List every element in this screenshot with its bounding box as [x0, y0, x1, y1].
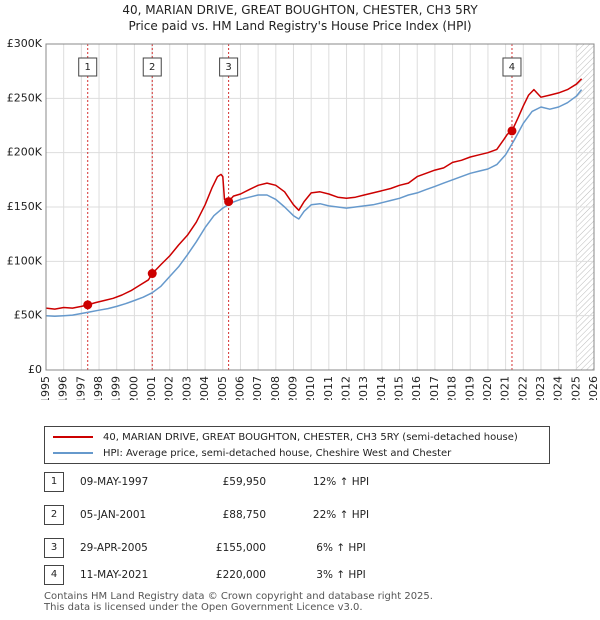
transaction-hpi: 22% ↑ HPI — [312, 509, 370, 521]
x-tick-label: 2020 — [481, 376, 494, 400]
transaction-hpi: 3% ↑ HPI — [316, 569, 366, 581]
transaction-row: 2 05-JAN-2001 £88,750 22% ↑ HPI — [0, 505, 600, 525]
x-tick-label: 2014 — [375, 376, 388, 400]
x-tick-label: 2009 — [286, 376, 299, 400]
sale-marker-box — [502, 57, 522, 77]
x-tick-label: 2019 — [463, 376, 476, 400]
transaction-number: 1 — [44, 472, 64, 492]
x-tick-label: 2002 — [163, 376, 176, 400]
price-chart: 1 2 3 4 1995 1996 1997 1998 1999 2000 2001 2002 200… — [7, 37, 600, 400]
transaction-number: 3 — [44, 538, 64, 558]
x-tick-label: 2017 — [428, 376, 441, 400]
x-tick-label: 2012 — [340, 376, 353, 400]
x-tick-label: 2004 — [198, 376, 211, 400]
y-tick-label: £300K — [7, 37, 43, 50]
transaction-hpi: 6% ↑ HPI — [316, 542, 366, 554]
x-tick-label: 2008 — [269, 376, 282, 400]
sale-marker-box — [142, 57, 162, 77]
legend-item-hpi: HPI: Average price, semi-detached house,… — [53, 445, 451, 461]
x-tick-label: 2003 — [180, 376, 193, 400]
transaction-date: 09-MAY-1997 — [80, 476, 149, 488]
x-tick-label: 2007 — [251, 376, 264, 400]
chart-subtitle: Price paid vs. HM Land Registry's House … — [128, 19, 472, 33]
chart-title: 40, MARIAN DRIVE, GREAT BOUGHTON, CHESTE… — [122, 3, 478, 17]
sale-point — [224, 197, 234, 207]
x-tick-label: 2025 — [569, 376, 582, 400]
y-tick-label: £150K — [7, 200, 43, 213]
transaction-date: 05-JAN-2001 — [80, 509, 147, 521]
hpi-line — [45, 89, 583, 317]
transaction-date: 11-MAY-2021 — [80, 569, 149, 581]
transaction-hpi: 12% ↑ HPI — [312, 476, 370, 488]
sale-marker-box — [78, 57, 98, 77]
x-tick-label: 2011 — [322, 376, 335, 400]
x-tick-label: 2018 — [446, 376, 459, 400]
x-tick-label: 2013 — [357, 376, 370, 400]
sale-point — [83, 300, 93, 310]
x-tick-label: 2015 — [393, 376, 406, 400]
x-tick-label: 2022 — [516, 376, 529, 400]
y-tick-label: £50K — [14, 309, 43, 322]
transaction-row: 1 09-MAY-1997 £59,950 12% ↑ HPI — [0, 472, 600, 492]
transaction-price: £155,000 — [215, 542, 266, 554]
sale-point — [147, 269, 157, 279]
transaction-price: £220,000 — [215, 569, 266, 581]
x-tick-label: 1997 — [74, 376, 87, 400]
transaction-date: 29-APR-2005 — [80, 542, 148, 554]
transaction-price: £59,950 — [222, 476, 266, 488]
x-tick-label: 1999 — [110, 376, 123, 400]
transaction-number: 2 — [44, 505, 64, 525]
sale-marker-label: 4 — [509, 62, 515, 73]
legend-item-property: 40, MARIAN DRIVE, GREAT BOUGHTON, CHESTE… — [53, 429, 518, 445]
x-tick-label: 2023 — [534, 376, 547, 400]
x-tick-label: 2010 — [304, 376, 317, 400]
x-tick-label: 2021 — [499, 376, 512, 400]
legend-swatch-property — [53, 436, 93, 438]
sale-marker-label: 3 — [225, 62, 231, 73]
x-tick-label: 1998 — [92, 376, 105, 400]
x-tick-label: 2016 — [410, 376, 423, 400]
footer-licence: This data is licensed under the Open Gov… — [44, 602, 363, 613]
legend-label-property: 40, MARIAN DRIVE, GREAT BOUGHTON, CHESTE… — [103, 431, 518, 443]
legend-label-hpi: HPI: Average price, semi-detached house,… — [103, 447, 452, 459]
y-tick-label: £200K — [7, 146, 43, 159]
y-tick-label: £250K — [7, 91, 43, 104]
transaction-row: 4 11-MAY-2021 £220,000 3% ↑ HPI — [0, 565, 600, 585]
transaction-number: 4 — [44, 565, 64, 585]
x-tick-label: 2024 — [552, 376, 565, 400]
y-tick-label: £100K — [7, 254, 43, 267]
sale-marker-label: 1 — [85, 62, 91, 73]
x-tick-label: 2005 — [216, 376, 229, 400]
transaction-row: 3 29-APR-2005 £155,000 6% ↑ HPI — [0, 538, 600, 558]
footer-copyright: Contains HM Land Registry data © Crown c… — [44, 591, 433, 602]
x-tick-label: 2001 — [145, 376, 158, 400]
sale-marker-label: 2 — [149, 62, 155, 73]
x-tick-label: 2026 — [587, 376, 600, 400]
x-tick-label: 2000 — [127, 376, 140, 400]
sale-marker-box — [219, 57, 239, 77]
legend: 40, MARIAN DRIVE, GREAT BOUGHTON, CHESTE… — [44, 426, 550, 464]
legend-swatch-hpi — [53, 452, 93, 454]
sale-point — [507, 126, 517, 136]
property-price-line — [45, 78, 583, 310]
y-tick-label: £0 — [28, 363, 42, 376]
plot-border — [45, 43, 595, 371]
transaction-price: £88,750 — [222, 509, 266, 521]
x-tick-label: 1996 — [57, 376, 70, 400]
x-tick-label: 1995 — [39, 376, 52, 400]
x-tick-label: 2006 — [233, 376, 246, 400]
